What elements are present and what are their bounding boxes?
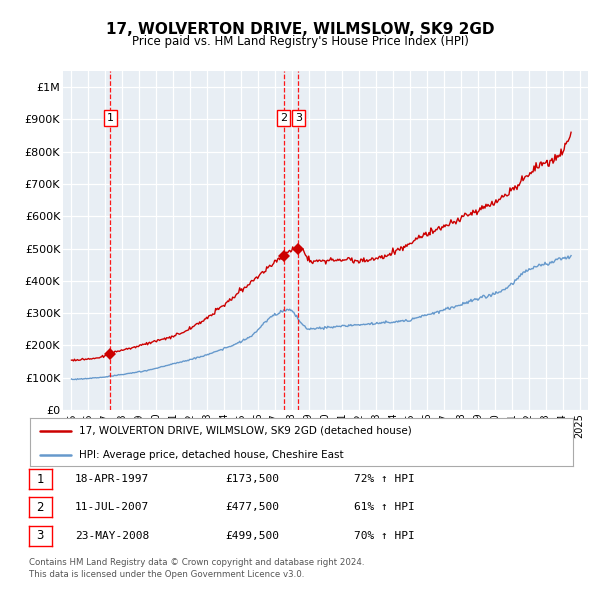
Text: 17, WOLVERTON DRIVE, WILMSLOW, SK9 2GD: 17, WOLVERTON DRIVE, WILMSLOW, SK9 2GD bbox=[106, 22, 494, 37]
Text: 70% ↑ HPI: 70% ↑ HPI bbox=[354, 531, 415, 540]
Text: Contains HM Land Registry data © Crown copyright and database right 2024.: Contains HM Land Registry data © Crown c… bbox=[29, 558, 364, 567]
Text: 11-JUL-2007: 11-JUL-2007 bbox=[75, 503, 149, 512]
Text: 61% ↑ HPI: 61% ↑ HPI bbox=[354, 503, 415, 512]
Text: This data is licensed under the Open Government Licence v3.0.: This data is licensed under the Open Gov… bbox=[29, 569, 304, 579]
Text: 3: 3 bbox=[295, 113, 302, 123]
Text: 18-APR-1997: 18-APR-1997 bbox=[75, 474, 149, 484]
Text: £173,500: £173,500 bbox=[225, 474, 279, 484]
Text: 3: 3 bbox=[37, 529, 44, 542]
Text: £477,500: £477,500 bbox=[225, 503, 279, 512]
Text: HPI: Average price, detached house, Cheshire East: HPI: Average price, detached house, Ches… bbox=[79, 450, 343, 460]
Text: 2: 2 bbox=[280, 113, 287, 123]
Text: 23-MAY-2008: 23-MAY-2008 bbox=[75, 531, 149, 540]
Text: £499,500: £499,500 bbox=[225, 531, 279, 540]
Text: Price paid vs. HM Land Registry's House Price Index (HPI): Price paid vs. HM Land Registry's House … bbox=[131, 35, 469, 48]
Text: 1: 1 bbox=[37, 473, 44, 486]
Text: 2: 2 bbox=[37, 501, 44, 514]
Text: 72% ↑ HPI: 72% ↑ HPI bbox=[354, 474, 415, 484]
Text: 17, WOLVERTON DRIVE, WILMSLOW, SK9 2GD (detached house): 17, WOLVERTON DRIVE, WILMSLOW, SK9 2GD (… bbox=[79, 426, 412, 436]
Text: 1: 1 bbox=[107, 113, 114, 123]
